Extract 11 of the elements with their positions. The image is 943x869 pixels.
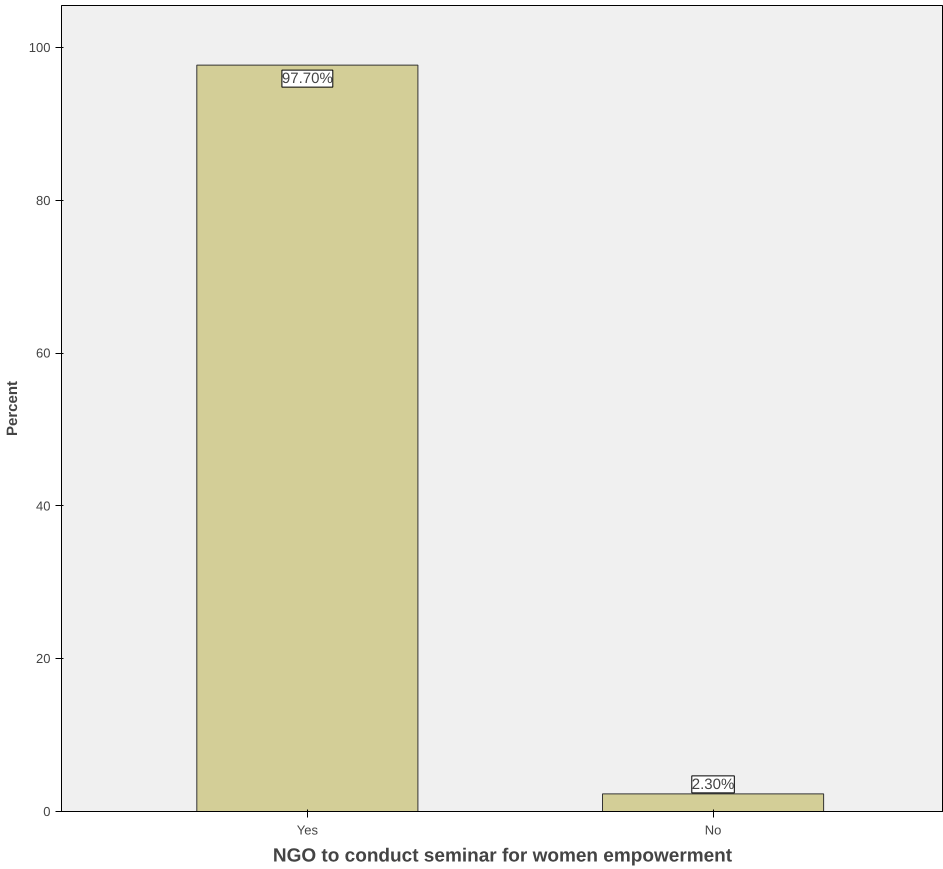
y-tick-label: 40 [36,498,51,514]
y-tick-label: 0 [43,804,51,819]
x-tick-label: Yes [296,822,318,838]
data-label: 2.30% [692,776,734,793]
y-tick-label: 60 [36,346,51,361]
y-tick-label: 80 [36,192,51,208]
y-axis-title: Percent [4,380,21,436]
x-tick-label: No [704,822,722,838]
x-axis-title: NGO to conduct seminar for women empowerment [272,846,733,866]
y-tick-label: 20 [36,651,51,666]
y-tick-label: 100 [28,40,51,56]
